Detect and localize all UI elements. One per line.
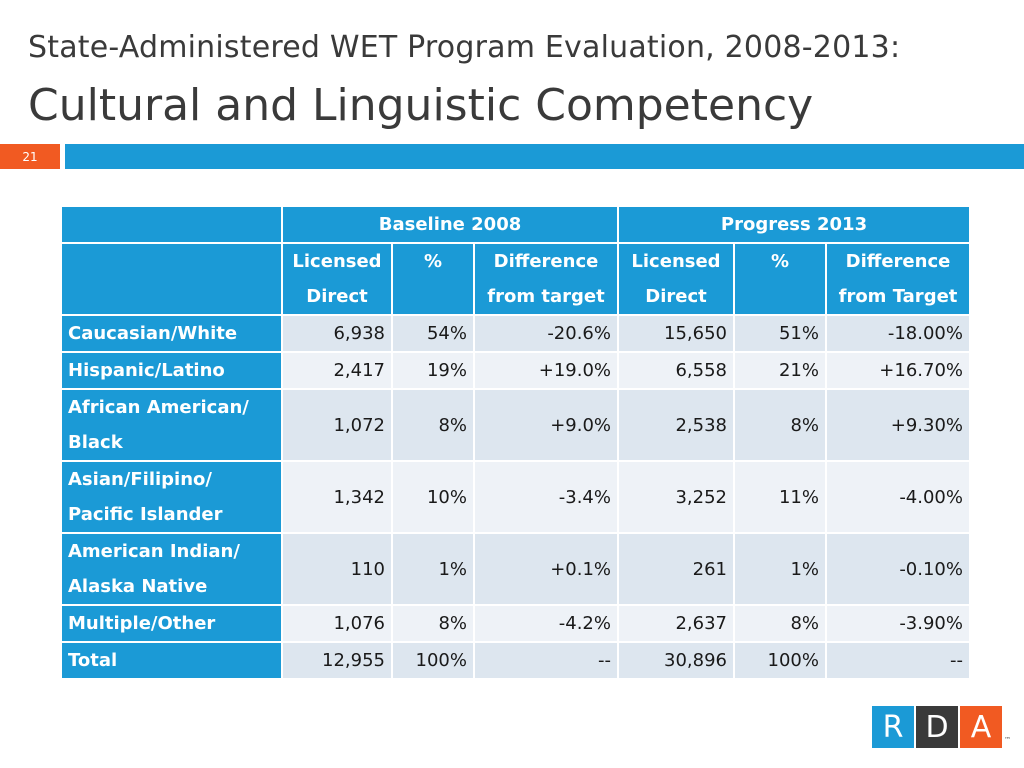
row-label-text: Black	[68, 432, 123, 453]
cell-b-diff: +19.0%	[473, 351, 619, 390]
corner-cell	[60, 205, 283, 244]
cell-b-lic: 12,955	[281, 641, 393, 680]
cell-p-diff: -18.00%	[825, 314, 971, 353]
cell-b-diff: +0.1%	[473, 532, 619, 606]
table-body: Caucasian/White 6,938 54% -20.6% 15,650 51% -1…	[60, 314, 971, 680]
row-label: Total	[60, 641, 283, 680]
title-line-1: State-Administered WET Program Evaluatio…	[28, 30, 901, 65]
row-label: Multiple/Other	[60, 604, 283, 643]
col-header-text: %	[423, 251, 443, 272]
column-header-row: Licensed Direct % Difference from target…	[60, 242, 971, 316]
competency-table: Baseline 2008 Progress 2013 Licensed Dir…	[60, 205, 971, 680]
cell-b-pct: 54%	[391, 314, 475, 353]
cell-p-lic: 261	[617, 532, 735, 606]
logo-letter-a: A	[960, 706, 1002, 748]
table-row: Caucasian/White 6,938 54% -20.6% 15,650 51% -1…	[60, 314, 971, 353]
baseline-2008-header: Baseline 2008	[281, 205, 619, 244]
cell-b-diff: -20.6%	[473, 314, 619, 353]
progress-2013-header: Progress 2013	[617, 205, 971, 244]
cell-p-pct: 8%	[733, 388, 827, 462]
cell-b-diff: -4.2%	[473, 604, 619, 643]
col-header-text: from target	[487, 286, 605, 307]
group-header-row: Baseline 2008 Progress 2013	[60, 205, 971, 244]
cell-b-lic: 6,938	[281, 314, 393, 353]
col-header-progress-diff: Difference from Target	[825, 242, 971, 316]
cell-p-pct: 1%	[733, 532, 827, 606]
cell-p-diff: -4.00%	[825, 460, 971, 534]
trademark-mark: ™	[1004, 736, 1011, 744]
logo-letter-r: R	[872, 706, 914, 748]
cell-p-pct: 51%	[733, 314, 827, 353]
cell-p-pct: 11%	[733, 460, 827, 534]
row-label: American Indian/Alaska Native	[60, 532, 283, 606]
slide-number: 21	[0, 144, 60, 169]
cell-p-lic: 6,558	[617, 351, 735, 390]
col-header-text: Direct	[306, 286, 368, 307]
row-label-text: Hispanic/Latino	[68, 360, 225, 381]
col-header-text: Licensed	[631, 251, 721, 272]
col-header-text: %	[770, 251, 790, 272]
row-label-text: Alaska Native	[68, 576, 208, 597]
row-label: Caucasian/White	[60, 314, 283, 353]
cell-b-lic: 2,417	[281, 351, 393, 390]
cell-p-diff: -0.10%	[825, 532, 971, 606]
col-header-progress-pct: %	[733, 242, 827, 316]
page-title: Cultural and Linguistic Competency	[28, 80, 814, 131]
cell-b-pct: 10%	[391, 460, 475, 534]
column-header-blank	[60, 242, 283, 316]
col-header-baseline-diff: Difference from target	[473, 242, 619, 316]
cell-p-lic: 3,252	[617, 460, 735, 534]
cell-p-lic: 30,896	[617, 641, 735, 680]
table-row: Total 12,955 100% -- 30,896 100% --	[60, 641, 971, 680]
cell-b-pct: 8%	[391, 388, 475, 462]
col-header-text: Licensed	[292, 251, 382, 272]
table-row: Hispanic/Latino 2,417 19% +19.0% 6,558 21% +16…	[60, 351, 971, 390]
cell-p-pct: 100%	[733, 641, 827, 680]
row-label-text: Pacific Islander	[68, 504, 223, 525]
cell-b-diff: -3.4%	[473, 460, 619, 534]
header-divider-bar	[65, 144, 1024, 169]
row-label: African American/Black	[60, 388, 283, 462]
cell-b-pct: 100%	[391, 641, 475, 680]
row-label-text: Total	[68, 650, 118, 671]
cell-p-lic: 2,637	[617, 604, 735, 643]
col-header-text: Difference	[845, 251, 951, 272]
cell-b-pct: 1%	[391, 532, 475, 606]
table-row: American Indian/Alaska Native 110 1% +0.1% 2…	[60, 532, 971, 606]
cell-p-diff: +9.30%	[825, 388, 971, 462]
col-header-baseline-licensed: Licensed Direct	[281, 242, 393, 316]
cell-b-diff: +9.0%	[473, 388, 619, 462]
row-label-text: African American/	[68, 397, 249, 418]
table-row: Multiple/Other 1,076 8% -4.2% 2,637 8% -3.90%	[60, 604, 971, 643]
row-label: Asian/Filipino/Pacific Islander	[60, 460, 283, 534]
cell-p-pct: 8%	[733, 604, 827, 643]
cell-b-pct: 8%	[391, 604, 475, 643]
cell-p-lic: 15,650	[617, 314, 735, 353]
row-label-text: Caucasian/White	[68, 323, 238, 344]
col-header-text: Difference	[493, 251, 599, 272]
logo-letter-d: D	[916, 706, 958, 748]
cell-p-diff: +16.70%	[825, 351, 971, 390]
cell-p-pct: 21%	[733, 351, 827, 390]
cell-b-lic: 1,076	[281, 604, 393, 643]
cell-b-pct: 19%	[391, 351, 475, 390]
cell-p-diff: -3.90%	[825, 604, 971, 643]
table-row: Asian/Filipino/Pacific Islander 1,342 10% -…	[60, 460, 971, 534]
cell-b-lic: 110	[281, 532, 393, 606]
row-label-text: American Indian/	[68, 541, 240, 562]
col-header-baseline-pct: %	[391, 242, 475, 316]
cell-p-diff: --	[825, 641, 971, 680]
cell-b-lic: 1,342	[281, 460, 393, 534]
cell-b-lic: 1,072	[281, 388, 393, 462]
col-header-text: from Target	[838, 286, 958, 307]
col-header-text: Direct	[645, 286, 707, 307]
row-label: Hispanic/Latino	[60, 351, 283, 390]
table-row: African American/Black 1,072 8% +9.0% 2,538 8…	[60, 388, 971, 462]
cell-p-lic: 2,538	[617, 388, 735, 462]
col-header-progress-licensed: Licensed Direct	[617, 242, 735, 316]
row-label-text: Asian/Filipino/	[68, 469, 212, 490]
rda-logo: R D A	[872, 706, 1004, 748]
row-label-text: Multiple/Other	[68, 613, 216, 634]
cell-b-diff: --	[473, 641, 619, 680]
